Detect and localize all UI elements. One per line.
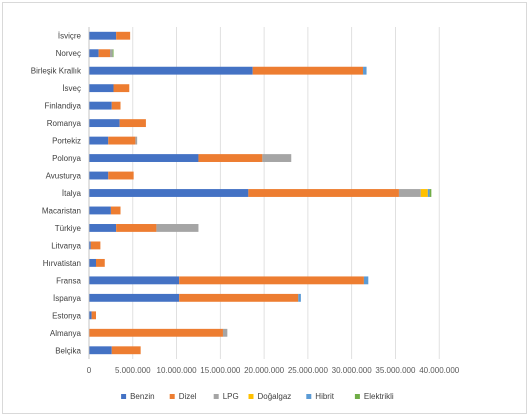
legend-swatch [248, 394, 254, 399]
bar-segment-dizel [89, 328, 223, 337]
bar-segment-dizel [90, 241, 101, 250]
legend-label: LPG [223, 392, 239, 401]
bar-segment-dizel [108, 171, 134, 180]
bar-segment-benzin [89, 66, 253, 75]
legend-label: Benzin [130, 392, 154, 401]
category-label: İsveç [62, 84, 81, 93]
category-label: Estonya [52, 311, 81, 320]
bar-segment-dizel [119, 119, 146, 128]
category-label: Fransa [56, 276, 81, 285]
bar-segment-benzin [89, 101, 112, 110]
bar-segment-benzin [89, 154, 199, 162]
x-tick-label: 10.000.000 [157, 366, 198, 375]
bar-segment-hibrit [363, 276, 369, 285]
x-tick-label: 35.000.000 [375, 366, 416, 375]
legend: Benzin Dizel LPG Doğalgaz Hibrit Elektrikli [121, 392, 394, 401]
legend-swatch [169, 394, 175, 399]
bar-segment-elektrikli [429, 189, 432, 197]
bar-segment-dizel [96, 258, 105, 267]
bar-segment-benzin [89, 49, 99, 58]
legend-swatch [121, 394, 127, 399]
category-label: Macaristan [42, 206, 81, 215]
category-label: Polonya [52, 154, 81, 163]
legend-label: Doğalgaz [258, 392, 292, 401]
bar-segment-dizel [98, 49, 111, 58]
legend-label: Elektrikli [364, 392, 394, 401]
bar-segment-dizel [116, 31, 131, 40]
chart-area: 0 5.000.000 10.000.000 15.000.000 20.000.000… [2, 2, 527, 414]
category-label: Litvanya [51, 241, 81, 250]
bar-segment-lpg [398, 189, 421, 197]
category-label: Birleşik Krallık [31, 67, 82, 76]
legend-swatch [354, 394, 360, 399]
bar-segment-benzin [89, 241, 91, 250]
category-label: Türkiye [55, 224, 82, 233]
x-tick-label: 40.000.000 [419, 366, 460, 375]
bar-segment-benzin [89, 206, 111, 215]
legend-label: Hibrit [315, 392, 334, 401]
bar-segment-lpg [222, 328, 228, 337]
bar-segment-benzin [89, 119, 120, 128]
bar-segment-dizel [111, 346, 141, 355]
bar-segment-benzin [89, 136, 109, 145]
category-label: Finlandiya [45, 102, 82, 111]
bar-segment-dizel [116, 224, 157, 232]
legend-swatch [306, 394, 312, 399]
bar-segment-dizel [248, 189, 399, 197]
bar-segment-lpg [110, 49, 113, 58]
x-tick-label: 20.000.000 [244, 366, 285, 375]
x-tick-label: 25.000.000 [288, 366, 329, 375]
x-tick-label: 30.000.000 [332, 366, 373, 375]
bar-segment-benzin [89, 311, 92, 320]
x-tick-label: 0 [87, 366, 92, 375]
bar-segment-dizel [108, 136, 136, 145]
bar-segment-dizel [252, 66, 364, 75]
bar-segment-lpg [135, 136, 138, 145]
category-label: Norveç [56, 49, 81, 58]
x-tick-label: 5.000.000 [115, 366, 151, 375]
category-label: Almanya [50, 329, 82, 338]
bar-segment-dizel [91, 311, 97, 320]
bar-segment-benzin [89, 293, 180, 302]
category-axis: İsviçre Norveç Birleşik Krallık İsveç Finlan… [31, 27, 90, 359]
bar-segment-benzin [89, 171, 109, 180]
bar-segment-dizel [198, 154, 263, 162]
bar-segment-benzin [89, 276, 180, 285]
value-axis: 0 5.000.000 10.000.000 15.000.000 20.000.000… [87, 366, 460, 375]
bar-segment-dizel [113, 84, 130, 93]
category-label: İspanya [53, 294, 82, 303]
bar-segment-benzin [89, 224, 117, 232]
bar-segment-dizel [179, 276, 364, 285]
bar-segment-benzin [89, 258, 97, 267]
bar-segment-benzin [89, 346, 112, 355]
legend-swatch [213, 394, 219, 399]
bar-segment-benzin [89, 189, 249, 197]
category-label: İtalya [62, 189, 82, 198]
bar-segment-elektrikli [112, 49, 114, 58]
bar-segment-doğalgaz [420, 189, 428, 197]
bar-segment-dizel [110, 206, 121, 215]
category-label: Portekiz [52, 137, 81, 146]
x-tick-label: 15.000.000 [200, 366, 241, 375]
bar-segment-lpg [262, 154, 292, 162]
bar-segment-benzin [89, 31, 117, 40]
category-label: İsviçre [58, 32, 82, 41]
bar-segment-benzin [89, 84, 114, 93]
bar-segment-hibrit [298, 293, 301, 302]
category-label: Avusturya [46, 172, 82, 181]
stacked-bar-chart: 0 5.000.000 10.000.000 15.000.000 20.000.000… [31, 27, 460, 401]
bar-segment-dizel [179, 293, 299, 302]
bar-segment-dizel [111, 101, 121, 110]
category-label: Belçika [55, 346, 81, 355]
bar-segment-lpg [156, 224, 199, 232]
category-label: Romanya [47, 119, 82, 128]
bar-segment-hibrit [427, 189, 430, 197]
legend-label: Dizel [179, 392, 197, 401]
bar-series [89, 31, 432, 355]
category-label: Hırvatistan [43, 259, 81, 268]
bar-segment-hibrit [363, 66, 367, 75]
